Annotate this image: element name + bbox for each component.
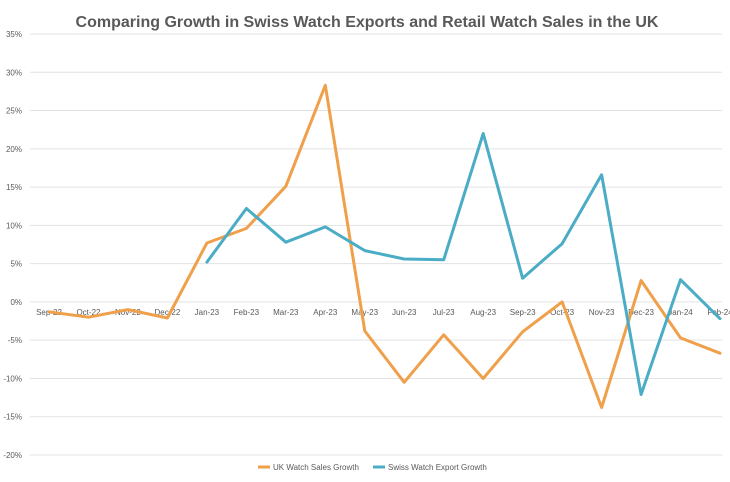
y-tick-label: 35%: [6, 30, 22, 39]
legend-label: UK Watch Sales Growth: [273, 463, 359, 472]
y-tick-label: -15%: [3, 413, 22, 422]
x-tick-label: Jul-23: [433, 308, 455, 317]
y-tick-label: 15%: [6, 183, 22, 192]
x-tick-label: Jan-23: [195, 308, 220, 317]
legend: UK Watch Sales Growth Swiss Watch Export …: [258, 463, 487, 472]
x-tick-label: Nov-22: [115, 308, 141, 317]
y-tick-label: -20%: [3, 451, 22, 460]
x-tick-label: Oct-23: [550, 308, 575, 317]
x-tick-label: Oct-22: [76, 308, 101, 317]
x-tick-label: May-23: [351, 308, 378, 317]
y-axis-ticks: 35% 30% 25% 20% 15% 10% 5% 0% -5% -10% -15% -20%: [3, 30, 22, 460]
x-tick-label: Feb-23: [234, 308, 260, 317]
x-tick-label: Feb-24: [707, 308, 730, 317]
y-tick-label: 30%: [6, 68, 22, 77]
x-tick-label: Nov-23: [589, 308, 615, 317]
x-tick-label: Sep-23: [510, 308, 536, 317]
x-tick-label: Dec-22: [155, 308, 181, 317]
gridlines: [30, 33, 722, 456]
y-tick-label: -5%: [8, 336, 22, 345]
y-tick-label: 20%: [6, 145, 22, 154]
uk-watch-sales-line: [47, 83, 722, 409]
legend-label: Swiss Watch Export Growth: [388, 463, 487, 472]
y-tick-label: 0%: [10, 298, 22, 307]
x-tick-label: Mar-23: [273, 308, 299, 317]
y-tick-label: 10%: [6, 221, 22, 230]
x-tick-label: Aug-23: [470, 308, 496, 317]
x-tick-label: Dec-23: [628, 308, 654, 317]
swiss-export-line: [205, 132, 722, 396]
x-tick-label: Jun-23: [392, 308, 417, 317]
y-tick-label: -10%: [3, 374, 22, 383]
y-tick-label: 25%: [6, 107, 22, 116]
x-tick-label: Jan-24: [668, 308, 693, 317]
x-axis-ticks: Sep-22 Oct-22 Nov-22 Dec-22 Jan-23 Feb-23 Mar-…: [36, 308, 730, 317]
chart-title: Comparing Growth in Swiss Watch Exports …: [76, 14, 659, 31]
x-tick-label: Apr-23: [313, 308, 338, 317]
series-lines: [47, 83, 722, 409]
y-tick-label: 5%: [10, 260, 22, 269]
